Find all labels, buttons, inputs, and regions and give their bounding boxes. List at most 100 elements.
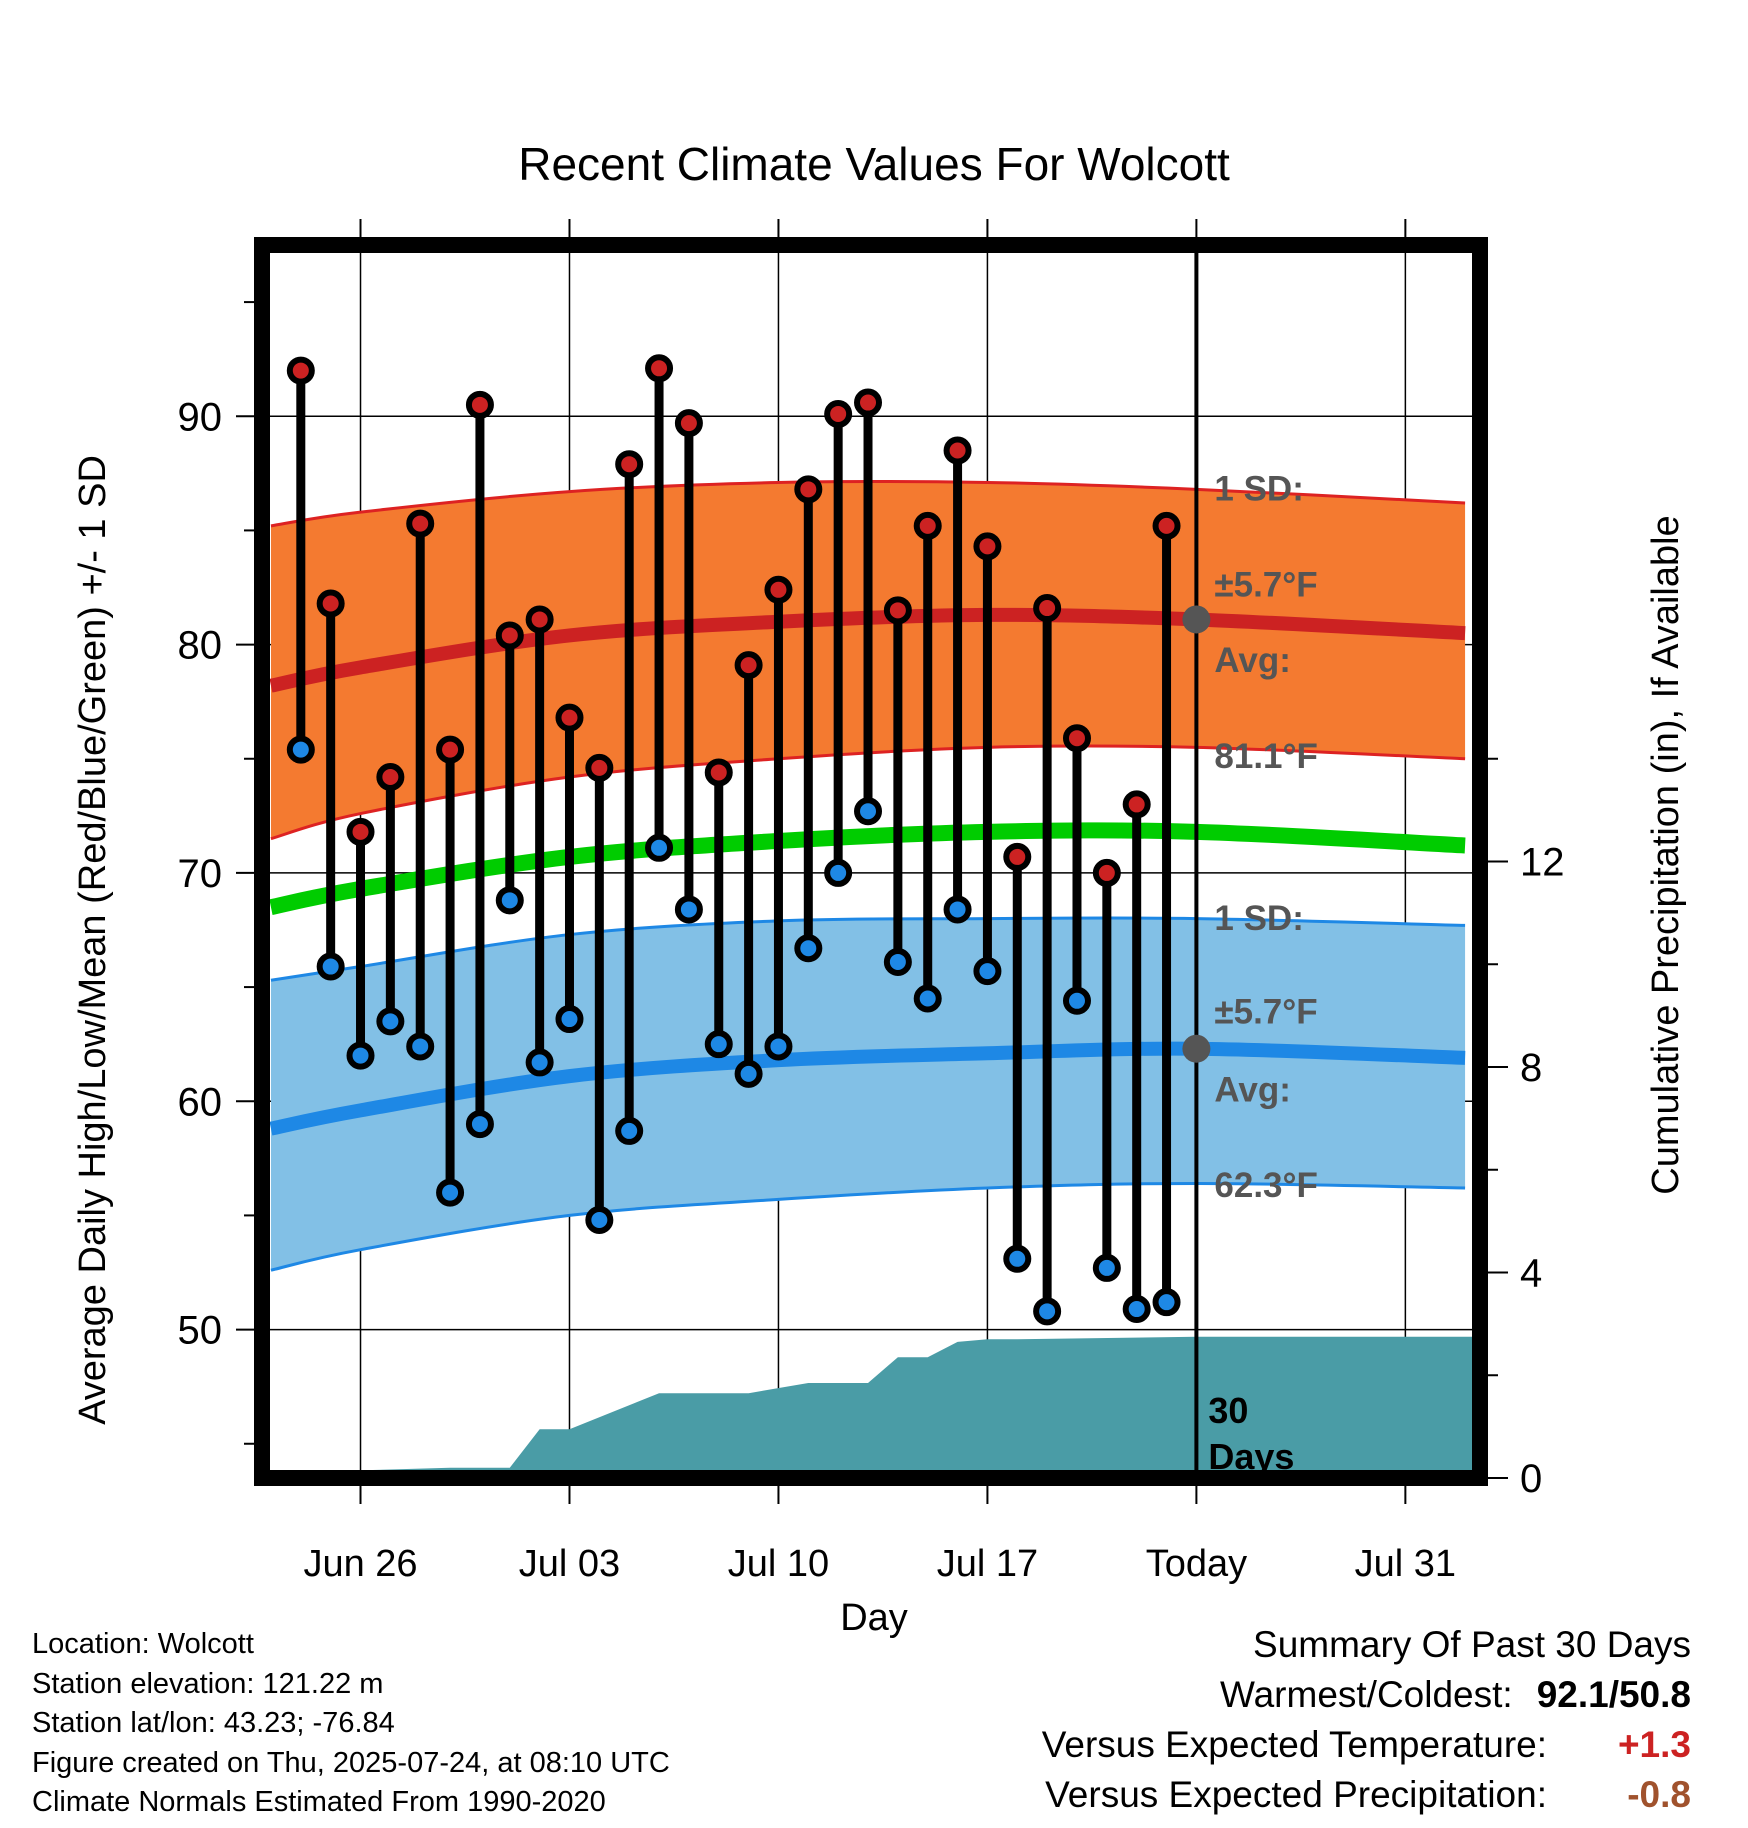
summary-title: Summary Of Past 30 Days bbox=[1253, 1624, 1691, 1665]
high-sd-value: ±5.7°F bbox=[1214, 566, 1317, 605]
x-tick-label: Jul 31 bbox=[1355, 1543, 1456, 1585]
location-text: Location: Wolcott bbox=[32, 1628, 254, 1660]
daily-high-point bbox=[1003, 842, 1032, 871]
daily-low-point bbox=[734, 1059, 763, 1088]
daily-high-point bbox=[585, 753, 614, 782]
daily-low-point bbox=[704, 1030, 733, 1059]
y2-tick-label: 12 bbox=[1520, 841, 1565, 885]
y2-axis-label: Cumulative Precipitation (in), If Availa… bbox=[1645, 515, 1687, 1194]
low-band-lower-edge bbox=[270, 1181, 1466, 1272]
station-info: Location: Wolcott Station elevation: 121… bbox=[32, 1625, 670, 1823]
daily-low-point bbox=[764, 1032, 793, 1061]
y-tick-label: 60 bbox=[178, 1080, 223, 1124]
low-band-upper-edge bbox=[270, 916, 1466, 982]
daily-high-point bbox=[973, 532, 1002, 561]
warm-cold-label: Warmest/Coldest: bbox=[1220, 1674, 1513, 1715]
y-axis-label: Average Daily High/Low/Mean (Red/Blue/Gr… bbox=[72, 455, 114, 1425]
daily-low-point bbox=[1033, 1297, 1062, 1326]
y-tick-label: 70 bbox=[178, 852, 223, 896]
low-sd-value: ±5.7°F bbox=[1214, 993, 1317, 1032]
summary-warm-cold-row: Warmest/Coldest: 92.1/50.8 bbox=[1042, 1670, 1691, 1720]
daily-high-point bbox=[316, 589, 345, 618]
daily-high-point bbox=[854, 388, 883, 417]
daily-high-point bbox=[1152, 511, 1181, 540]
daily-low-point bbox=[854, 797, 883, 826]
daily-low-point bbox=[1003, 1244, 1032, 1273]
x-tick-label: Jul 17 bbox=[937, 1543, 1038, 1585]
high-avg-marker bbox=[1182, 605, 1211, 634]
daily-high-point bbox=[465, 390, 494, 419]
daily-low-point bbox=[883, 947, 912, 976]
precip-departure-value: -0.8 bbox=[1627, 1774, 1691, 1815]
y-tick-label: 50 bbox=[178, 1309, 223, 1353]
low-avg-value: 62.3°F bbox=[1214, 1166, 1318, 1205]
daily-high-point bbox=[525, 605, 554, 634]
daily-low-point bbox=[376, 1007, 405, 1036]
daily-high-point bbox=[645, 354, 674, 383]
summary-temp-row: Versus Expected Temperature: +1.3 bbox=[1042, 1720, 1691, 1770]
summary-panel: Summary Of Past 30 Days Warmest/Coldest:… bbox=[1042, 1620, 1691, 1820]
daily-low-point bbox=[1152, 1288, 1181, 1317]
daily-high-point bbox=[1092, 858, 1121, 887]
daily-high-point bbox=[883, 596, 912, 625]
days-label-line1: 30 bbox=[1208, 1390, 1248, 1431]
y2-tick-label: 0 bbox=[1520, 1457, 1542, 1501]
temp-departure-value: +1.3 bbox=[1617, 1724, 1691, 1765]
x-axis-label: Day bbox=[840, 1597, 908, 1639]
warm-cold-value: 92.1/50.8 bbox=[1536, 1674, 1691, 1715]
plot-frame bbox=[254, 237, 1488, 1486]
daily-high-point bbox=[734, 651, 763, 680]
low-avg-marker bbox=[1182, 1034, 1211, 1063]
daily-low-point bbox=[346, 1041, 375, 1070]
daily-high-point bbox=[346, 817, 375, 846]
daily-high-point bbox=[913, 511, 942, 540]
daily-high-point bbox=[615, 450, 644, 479]
daily-low-point bbox=[1092, 1253, 1121, 1282]
daily-low-point bbox=[943, 895, 972, 924]
daily-low-point bbox=[824, 858, 853, 887]
daily-low-point bbox=[794, 934, 823, 963]
chart-title: Recent Climate Values For Wolcott bbox=[518, 138, 1230, 190]
daily-high-point bbox=[764, 575, 793, 604]
low-avg-label: Avg: bbox=[1214, 1070, 1290, 1109]
daily-high-point bbox=[555, 703, 584, 732]
daily-high-point bbox=[406, 509, 435, 538]
daily-high-point bbox=[495, 621, 524, 650]
daily-high-point bbox=[824, 399, 853, 428]
x-tick-label: Jun 26 bbox=[303, 1543, 417, 1585]
daily-low-point bbox=[286, 735, 315, 764]
daily-high-point bbox=[704, 758, 733, 787]
high-avg-label: Avg: bbox=[1214, 641, 1290, 680]
y-tick-label: 90 bbox=[178, 395, 223, 439]
normals-text: Climate Normals Estimated From 1990-2020 bbox=[32, 1786, 606, 1818]
daily-low-point bbox=[495, 886, 524, 915]
y-tick-label: 80 bbox=[178, 624, 223, 668]
high-sd-label: 1 SD: bbox=[1214, 470, 1303, 509]
daily-high-point bbox=[794, 475, 823, 504]
mean-normal-line bbox=[269, 822, 1466, 916]
x-tick-label: Jul 10 bbox=[728, 1543, 829, 1585]
low-sd-label: 1 SD: bbox=[1214, 899, 1303, 938]
daily-low-point bbox=[674, 895, 703, 924]
high-normal-line bbox=[269, 607, 1466, 693]
daily-high-point bbox=[674, 409, 703, 438]
daily-high-point bbox=[286, 356, 315, 385]
x-tick-label: Jul 03 bbox=[519, 1543, 620, 1585]
daily-low-point bbox=[555, 1005, 584, 1034]
high-band-lower-edge bbox=[270, 744, 1466, 841]
latlon-text: Station lat/lon: 43.23; -76.84 bbox=[32, 1707, 395, 1739]
precip-area bbox=[262, 1336, 1480, 1478]
x-tick-label: Today bbox=[1146, 1543, 1247, 1585]
daily-low-point bbox=[525, 1048, 554, 1077]
summary-precip-row: Versus Expected Precipitation: -0.8 bbox=[1042, 1770, 1691, 1820]
temp-departure-label: Versus Expected Temperature: bbox=[1041, 1724, 1547, 1765]
daily-low-point bbox=[615, 1116, 644, 1145]
daily-high-point bbox=[376, 763, 405, 792]
daily-low-point bbox=[1062, 986, 1091, 1015]
y2-tick-label: 4 bbox=[1520, 1252, 1542, 1296]
daily-low-point bbox=[316, 952, 345, 981]
daily-high-point bbox=[1062, 724, 1091, 753]
daily-low-point bbox=[465, 1110, 494, 1139]
daily-low-point bbox=[973, 957, 1002, 986]
